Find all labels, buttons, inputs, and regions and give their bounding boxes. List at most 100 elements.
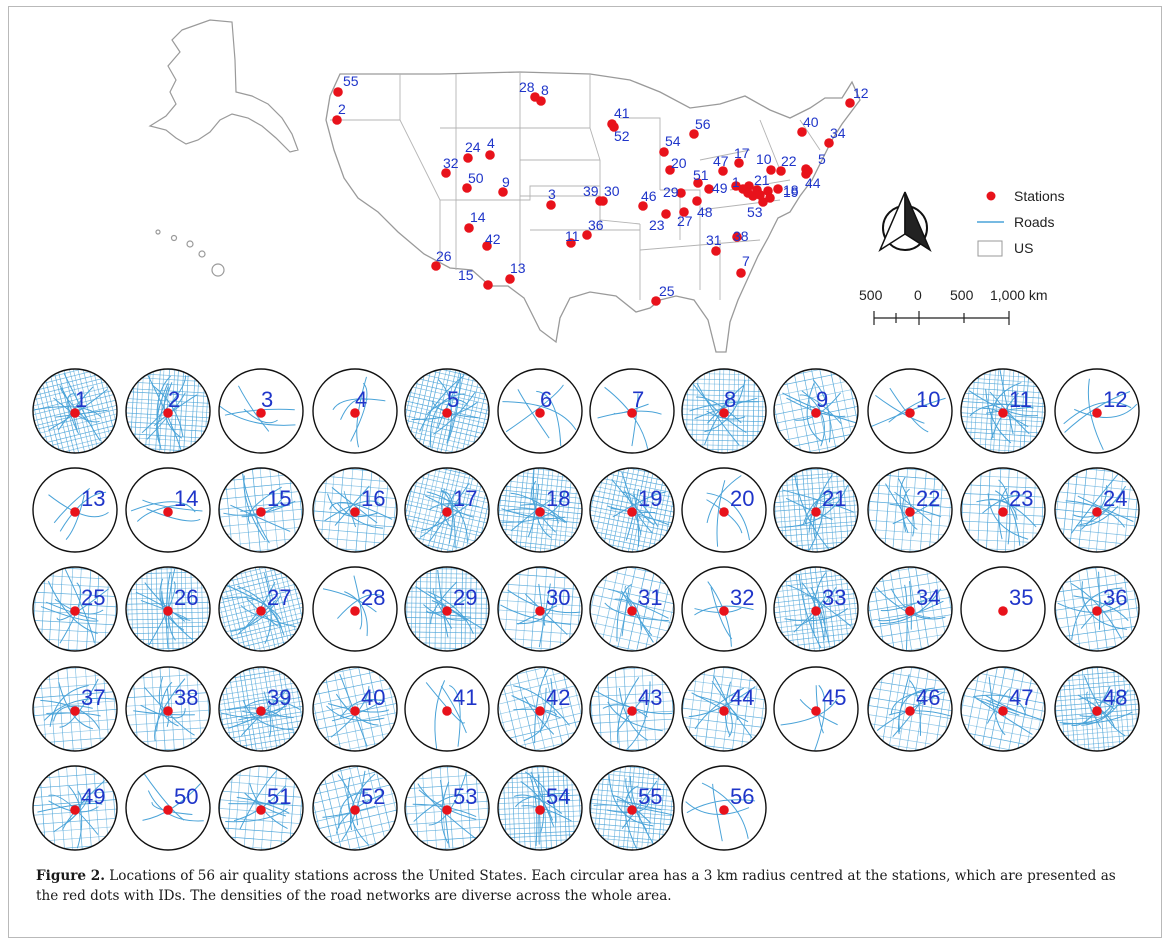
station-circle-outline xyxy=(404,566,490,652)
station-circle: 27 xyxy=(218,566,304,652)
map-station-label: 50 xyxy=(468,170,484,186)
legend-us-label: US xyxy=(1014,240,1033,256)
station-dot xyxy=(256,706,266,716)
map-station-dot xyxy=(441,168,451,178)
map-station-label: 29 xyxy=(663,184,679,200)
map-station-dot xyxy=(536,96,546,106)
map-station-dot xyxy=(776,166,786,176)
legend-stations-label: Stations xyxy=(1014,188,1065,204)
station-circle: 46 xyxy=(867,666,953,752)
map-station-dot xyxy=(765,193,775,203)
station-circle: 8 xyxy=(681,368,767,454)
map-station-label: 12 xyxy=(853,85,869,101)
map-station-dot xyxy=(498,187,508,197)
station-circle: 25 xyxy=(32,566,118,652)
station-circle-outline xyxy=(497,368,583,454)
station-id-label: 29 xyxy=(453,585,477,610)
map-station-dot xyxy=(651,296,661,306)
road-network xyxy=(590,766,674,850)
station-circle: 6 xyxy=(497,368,583,454)
station-circle-outline xyxy=(960,666,1046,752)
station-circle-outline xyxy=(32,566,118,652)
map-station-label: 38 xyxy=(733,228,749,244)
station-circle-outline xyxy=(960,368,1046,454)
station-dot xyxy=(1092,507,1102,517)
station-circle-outline xyxy=(589,765,675,851)
road-network xyxy=(332,376,386,448)
station-dot xyxy=(627,507,637,517)
map-station-dot xyxy=(773,184,783,194)
station-dot xyxy=(998,507,1008,517)
map-station-label: 55 xyxy=(343,73,359,89)
map-station-label: 8 xyxy=(541,82,549,98)
station-dot xyxy=(719,805,729,815)
map-station-label: 41 xyxy=(614,105,630,121)
station-circle-outline xyxy=(125,566,211,652)
map-station-dot xyxy=(566,238,576,248)
station-dot xyxy=(163,507,173,517)
station-circle-outline xyxy=(867,666,953,752)
map-station-dot xyxy=(732,232,742,242)
station-dot xyxy=(442,706,452,716)
station-dot xyxy=(350,507,360,517)
station-dot xyxy=(70,805,80,815)
station-id-label: 8 xyxy=(724,387,736,412)
station-id-label: 1 xyxy=(75,387,87,412)
station-circle-outline xyxy=(589,566,675,652)
station-dot xyxy=(719,408,729,418)
station-circle-outline xyxy=(218,566,304,652)
station-circle-outline xyxy=(960,566,1046,652)
station-circle-outline xyxy=(1054,566,1140,652)
station-circle-outline xyxy=(218,467,304,553)
station-circle: 31 xyxy=(589,566,675,652)
map-station-dot xyxy=(676,188,686,198)
station-circle: 15 xyxy=(218,467,304,553)
station-circle: 34 xyxy=(867,566,953,652)
station-circle: 22 xyxy=(867,467,953,553)
station-id-label: 41 xyxy=(453,685,477,710)
station-circle-outline xyxy=(497,765,583,851)
map-station-label: 17 xyxy=(734,145,750,161)
station-circle: 30 xyxy=(497,566,583,652)
map-station-dot xyxy=(845,98,855,108)
station-circle: 53 xyxy=(404,765,490,851)
map-station-label: 56 xyxy=(695,116,711,132)
map-station-label: 5 xyxy=(818,151,826,167)
station-dot xyxy=(1092,706,1102,716)
legend-us-symbol xyxy=(977,240,1003,257)
map-station-label: 49 xyxy=(712,180,728,196)
station-dot xyxy=(442,408,452,418)
station-circle-outline xyxy=(32,467,118,553)
station-id-label: 36 xyxy=(1103,585,1127,610)
scale-label-0: 0 xyxy=(914,287,922,303)
map-station-label: 22 xyxy=(781,153,797,169)
station-circle-outline xyxy=(218,368,304,454)
map-station-dot xyxy=(505,274,515,284)
road-network xyxy=(130,499,203,522)
station-circle-outline xyxy=(32,666,118,752)
station-circle-outline xyxy=(867,467,953,553)
caption-text: Locations of 56 air quality stations acr… xyxy=(36,868,1116,904)
station-circle-outline xyxy=(681,467,767,553)
map-station-dot xyxy=(692,196,702,206)
legend-roads-label: Roads xyxy=(1014,214,1054,230)
road-network xyxy=(425,680,467,749)
station-dot xyxy=(998,606,1008,616)
station-circle: 35 xyxy=(960,566,1046,652)
station-circle-outline xyxy=(404,467,490,553)
contiguous-us-shape xyxy=(325,71,861,353)
station-id-label: 55 xyxy=(638,784,662,809)
station-circle-outline xyxy=(125,467,211,553)
map-station-label: 13 xyxy=(510,260,526,276)
map-station-dot xyxy=(693,178,703,188)
scale-label-500-right: 500 xyxy=(950,287,974,303)
station-circle-outline xyxy=(773,467,859,553)
station-dot xyxy=(627,408,637,418)
map-station-label: 54 xyxy=(665,133,681,149)
station-id-label: 6 xyxy=(540,387,552,412)
station-id-label: 51 xyxy=(267,784,291,809)
map-station-label: 20 xyxy=(671,155,687,171)
station-dot xyxy=(442,507,452,517)
station-id-label: 54 xyxy=(546,784,570,809)
station-circle-outline xyxy=(497,467,583,553)
